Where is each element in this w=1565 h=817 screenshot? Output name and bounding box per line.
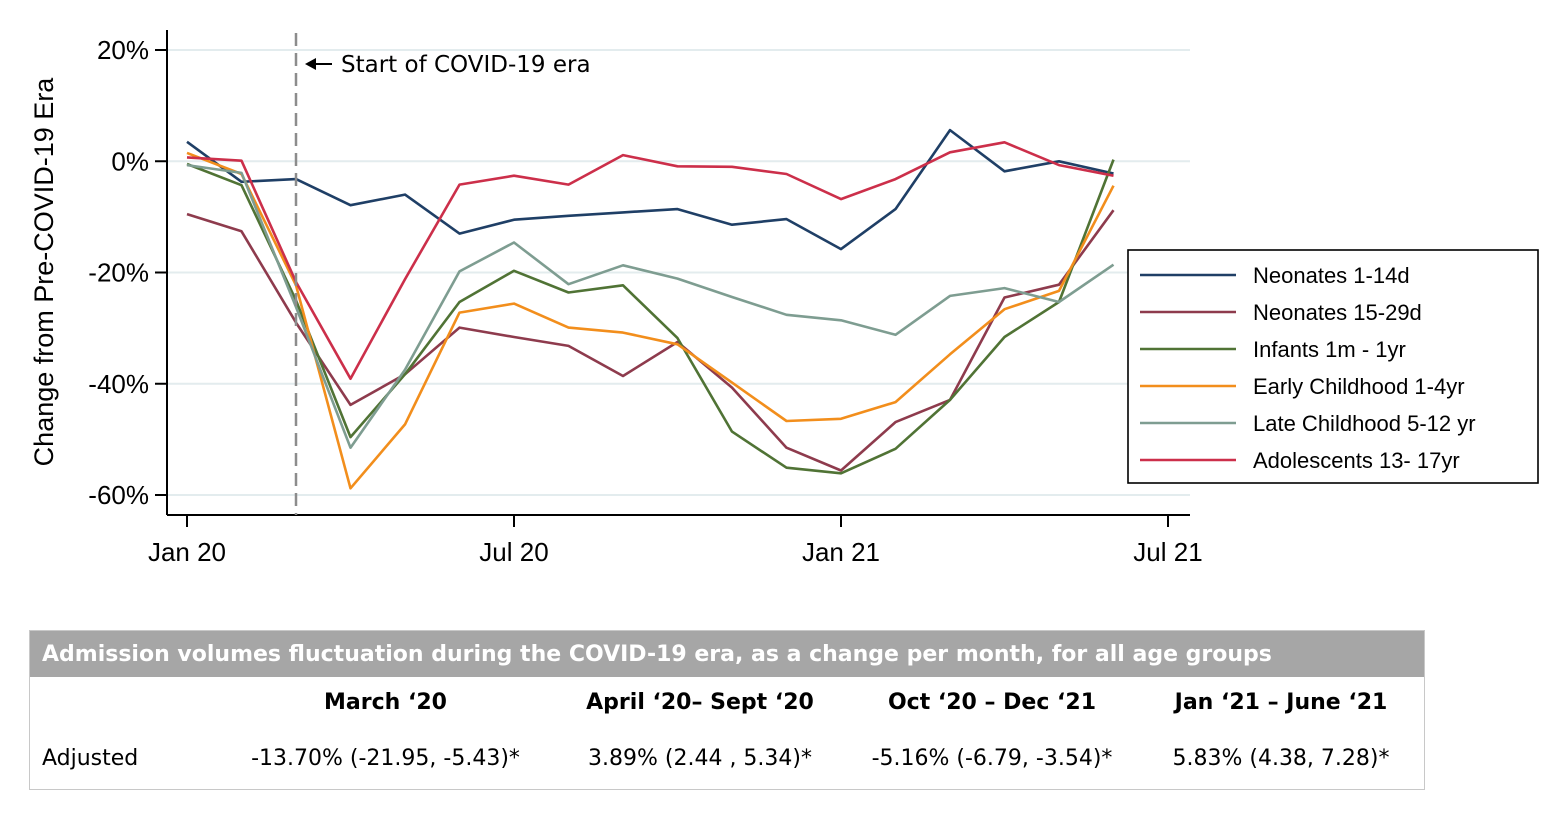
axes: 20% 0% -20% -40% -60% Jan 20 Jul 20 Jan 21 Jul 2… <box>88 30 1203 567</box>
table-cell: -13.70% (-21.95, -5.43)* <box>251 745 520 771</box>
table-row: Adjusted -13.70% (-21.95, -5.43)* 3.89% … <box>30 727 1425 790</box>
table-cell: -5.16% (-6.79, -3.54)* <box>871 745 1113 771</box>
table-header-cell: Oct ‘20 – Dec ‘21 <box>887 689 1097 715</box>
x-tick-label: Jul 21 <box>1133 537 1202 567</box>
y-tick-label: 20% <box>97 35 149 65</box>
y-tick-label: -60% <box>88 480 149 510</box>
y-axis-label: Change from Pre-COVID-19 Era <box>29 77 59 467</box>
arrow-head-icon <box>305 58 316 70</box>
x-tick-label: Jan 21 <box>802 537 880 567</box>
x-tick-label: Jan 20 <box>148 537 226 567</box>
series-line <box>186 209 1115 472</box>
table-header-row: March ‘20 April ‘20– Sept ‘20 Oct ‘20 – … <box>30 677 1425 727</box>
y-tick-label: 0% <box>111 146 149 176</box>
legend-label: Late Childhood 5-12 yr <box>1253 411 1476 436</box>
legend-label: Early Childhood 1-4yr <box>1253 374 1465 399</box>
x-tick-label: Jul 20 <box>479 537 548 567</box>
summary-table: Admission volumes fluctuation during the… <box>29 630 1425 790</box>
table-caption-row: Admission volumes fluctuation during the… <box>29 630 1425 677</box>
legend: Neonates 1-14d Neonates 15-29d Infants 1m … <box>1127 249 1539 484</box>
series-lines <box>186 128 1115 490</box>
legend-label: Adolescents 13- 17yr <box>1253 448 1460 473</box>
series-line <box>186 159 1115 475</box>
table-header-cell <box>30 677 218 727</box>
series-line <box>186 141 1114 381</box>
table-row-label: Adjusted <box>42 745 139 771</box>
series-line <box>186 163 1115 450</box>
y-tick-label: -40% <box>88 369 149 399</box>
y-tick-label: -20% <box>88 258 149 288</box>
line-chart: 20% 0% -20% -40% -60% Jan 20 Jul 20 Jan 21 Jul 2… <box>29 30 1539 567</box>
legend-label: Neonates 15-29d <box>1253 300 1422 325</box>
annotation-text: Start of COVID-19 era <box>341 52 591 78</box>
table-cell: 5.83% (4.38, 7.28)* <box>1172 745 1390 771</box>
legend-label: Neonates 1-14d <box>1253 263 1410 288</box>
covid-era-annotation: Start of COVID-19 era <box>294 33 591 515</box>
table-caption: Admission volumes fluctuation during the… <box>29 630 1425 677</box>
series-line <box>186 151 1115 490</box>
series-line <box>186 128 1114 251</box>
table-cell: 3.89% (2.44 , 5.34)* <box>588 745 812 771</box>
table-header-cell: April ‘20– Sept ‘20 <box>586 689 814 715</box>
gridlines <box>167 49 1190 496</box>
legend-box <box>1127 249 1539 484</box>
legend-label: Infants 1m - 1yr <box>1253 337 1406 362</box>
table-header-cell: Jan ‘21 – June ‘21 <box>1174 689 1388 715</box>
table-header-cell: March ‘20 <box>324 689 447 715</box>
